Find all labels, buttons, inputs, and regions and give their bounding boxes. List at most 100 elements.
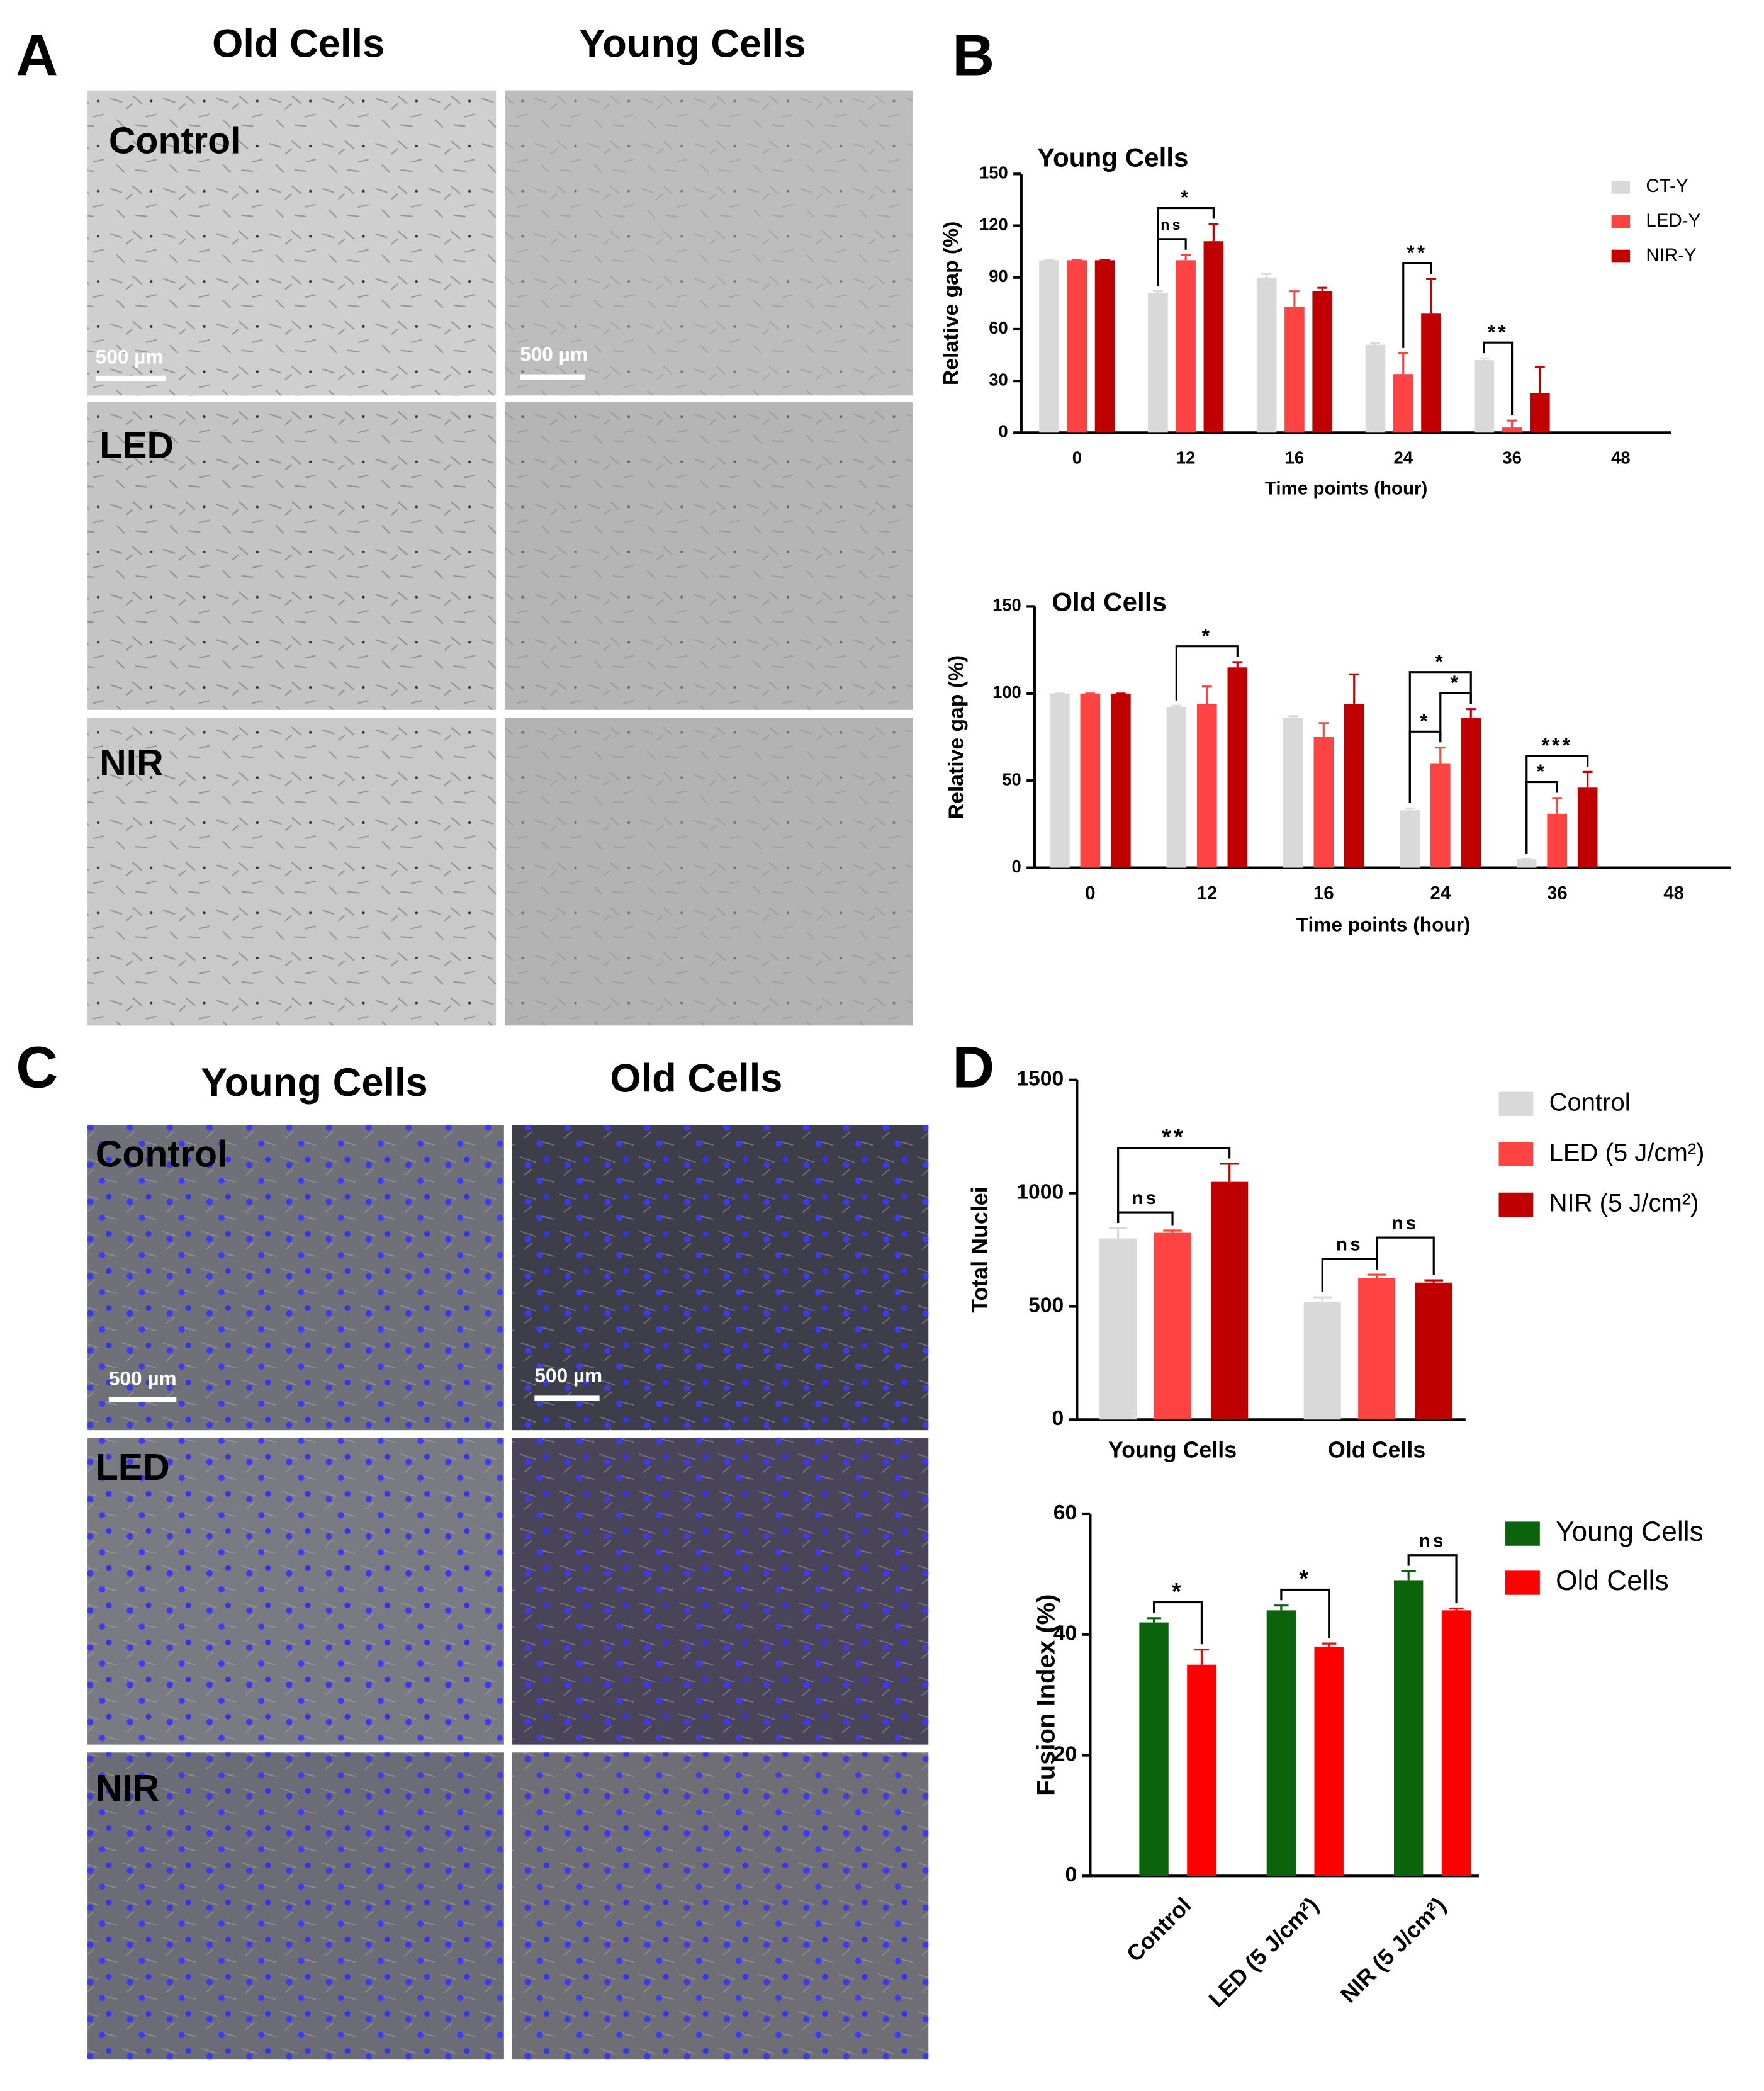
panel-letter: D bbox=[952, 1035, 994, 1100]
significance-bracket bbox=[1280, 1588, 1330, 1638]
significance-label: * bbox=[1537, 760, 1548, 782]
bar bbox=[1530, 393, 1550, 433]
legend-label: NIR-Y bbox=[1646, 245, 1697, 266]
legend-label: NIR (5 J/cm²) bbox=[1549, 1189, 1699, 1217]
bar bbox=[1039, 260, 1059, 433]
error-bar bbox=[1288, 715, 1298, 718]
error-bar bbox=[1152, 290, 1163, 293]
bar bbox=[1283, 718, 1303, 868]
significance-bracket bbox=[1525, 755, 1589, 854]
y-tick-label: 30 bbox=[989, 369, 1008, 389]
error-bar bbox=[1507, 419, 1517, 428]
micrograph-texture bbox=[87, 402, 497, 710]
significance-bracket bbox=[1175, 645, 1239, 701]
x-tick-label: 48 bbox=[1611, 448, 1630, 468]
error-bar bbox=[1274, 1604, 1289, 1611]
bar bbox=[1227, 667, 1248, 868]
error-bar bbox=[1181, 254, 1191, 261]
bar bbox=[1284, 307, 1305, 433]
column-title: Old Cells bbox=[212, 22, 385, 66]
significance-label: ns bbox=[1419, 1530, 1446, 1551]
x-tick-label: 12 bbox=[1196, 883, 1217, 904]
micrograph-texture bbox=[505, 90, 913, 396]
row-label: Control bbox=[96, 1134, 228, 1175]
significance-bracket bbox=[1117, 1211, 1174, 1226]
row-label: LED bbox=[99, 425, 174, 466]
micrograph-texture bbox=[512, 1752, 929, 2060]
bar bbox=[1516, 859, 1537, 868]
bar bbox=[1303, 1302, 1341, 1420]
y-tick-label: 100 bbox=[992, 682, 1021, 702]
significance-bracket bbox=[1157, 206, 1215, 286]
x-axis-label: Time points (hour) bbox=[1296, 913, 1471, 936]
legend-swatch bbox=[1505, 1570, 1540, 1595]
legend-label: Control bbox=[1549, 1088, 1631, 1116]
x-tick-label: 24 bbox=[1430, 883, 1451, 904]
significance-label: ns bbox=[1336, 1234, 1363, 1255]
bar bbox=[1154, 1232, 1191, 1420]
bar bbox=[1197, 704, 1217, 868]
significance-bracket bbox=[1408, 671, 1472, 804]
error-bar bbox=[1582, 770, 1593, 788]
y-axis-label: Fusion Index (%) bbox=[1033, 1594, 1060, 1796]
legend-swatch bbox=[1611, 215, 1631, 228]
y-tick-label: 150 bbox=[979, 163, 1008, 183]
bar bbox=[1187, 1664, 1216, 1876]
legend-swatch bbox=[1498, 1192, 1534, 1217]
bar bbox=[1266, 1610, 1296, 1876]
scale-bar-label: 500 µm bbox=[534, 1364, 602, 1387]
y-tick-label: 0 bbox=[1052, 1406, 1064, 1430]
significance-label: ns bbox=[1132, 1188, 1159, 1209]
y-tick-label: 20 bbox=[1053, 1742, 1077, 1766]
bar bbox=[1094, 260, 1115, 433]
scale-bar-label: 500 µm bbox=[109, 1367, 177, 1389]
y-tick-label: 60 bbox=[989, 318, 1008, 337]
y-tick-label: 1000 bbox=[1016, 1180, 1064, 1204]
error-bar bbox=[1194, 1649, 1210, 1665]
error-bar bbox=[1289, 290, 1300, 307]
micrograph-texture bbox=[87, 718, 497, 1026]
error-bar bbox=[1163, 1229, 1182, 1233]
panel-letter: A bbox=[16, 23, 58, 88]
significance-bracket bbox=[1483, 341, 1514, 415]
micrograph-texture bbox=[505, 718, 913, 1026]
error-bar bbox=[1322, 1642, 1337, 1647]
error-bar bbox=[1466, 708, 1476, 718]
significance-label: * bbox=[1181, 186, 1191, 208]
chart-title: Old Cells bbox=[1052, 587, 1167, 616]
row-label: LED bbox=[96, 1446, 170, 1488]
error-bar bbox=[1479, 357, 1490, 361]
bar bbox=[1111, 693, 1131, 868]
error-bar bbox=[1401, 1570, 1416, 1581]
micrograph-texture bbox=[87, 1125, 504, 1431]
significance-label: ** bbox=[1162, 1124, 1186, 1151]
x-tick-label: 36 bbox=[1502, 448, 1521, 468]
error-bar bbox=[1171, 704, 1182, 707]
row-label: NIR bbox=[96, 1767, 160, 1809]
error-bar bbox=[1208, 223, 1219, 242]
significance-label: ** bbox=[1488, 320, 1508, 343]
y-tick-label: 0 bbox=[1065, 1863, 1077, 1886]
significance-label: * bbox=[1451, 671, 1461, 694]
significance-bracket bbox=[1402, 262, 1432, 348]
y-axis-label: Total Nuclei bbox=[967, 1186, 992, 1312]
bar bbox=[1400, 810, 1420, 868]
bar bbox=[1365, 344, 1386, 433]
micrograph-texture bbox=[512, 1125, 929, 1431]
x-tick-label: 16 bbox=[1285, 448, 1304, 468]
micrograph-texture bbox=[87, 1438, 504, 1745]
error-bar bbox=[1552, 797, 1563, 814]
x-tick-label: 12 bbox=[1176, 448, 1195, 468]
bar bbox=[1358, 1278, 1396, 1420]
y-tick-label: 120 bbox=[979, 215, 1008, 234]
error-bar bbox=[1370, 342, 1381, 345]
bar bbox=[1502, 427, 1522, 433]
error-bar bbox=[1108, 1227, 1128, 1239]
bar bbox=[1415, 1282, 1452, 1420]
column-title: Young Cells bbox=[201, 1061, 428, 1105]
x-tick-label: 48 bbox=[1663, 883, 1684, 904]
y-tick-label: 0 bbox=[1012, 857, 1021, 876]
bar bbox=[1139, 1622, 1169, 1876]
